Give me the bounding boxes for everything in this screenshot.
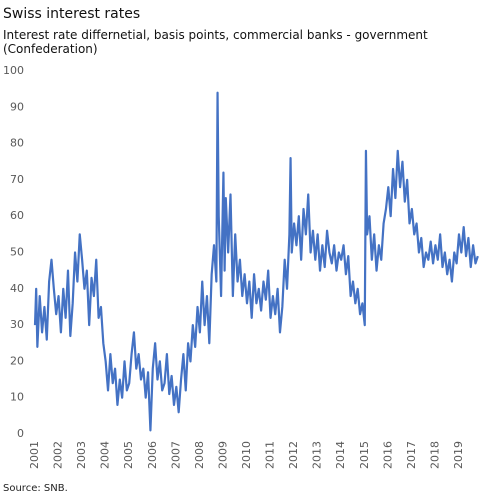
x-tick-label: 2010 [240, 441, 253, 469]
x-tick-label: 2003 [75, 441, 88, 469]
x-tick-label: 2006 [146, 441, 159, 469]
y-tick-label: 10 [10, 391, 24, 404]
x-tick-label: 2001 [28, 441, 41, 469]
x-tick-label: 2005 [122, 441, 135, 469]
source-note: Source: SNB. [3, 483, 68, 494]
x-tick-label: 2008 [193, 441, 206, 469]
x-tick-label: 2012 [287, 441, 300, 469]
x-tick-label: 2017 [405, 441, 418, 469]
y-tick-label: 60 [10, 209, 24, 222]
x-tick-label: 2009 [216, 441, 229, 469]
x-tick-label: 2016 [381, 441, 394, 469]
x-tick-label: 2002 [52, 441, 65, 469]
y-tick-label: 30 [10, 318, 24, 331]
y-tick-label: 20 [10, 354, 24, 367]
y-tick-label: 90 [10, 100, 24, 113]
chart-title: Swiss interest rates [3, 6, 141, 22]
y-tick-label: 0 [17, 427, 24, 440]
y-tick-label: 70 [10, 173, 24, 186]
chart-subtitle: Interest rate differnetial, basis points… [3, 28, 428, 56]
y-tick-label: 80 [10, 137, 24, 150]
y-tick-label: 50 [10, 246, 24, 259]
x-tick-label: 2018 [428, 441, 441, 469]
x-tick-label: 2011 [264, 441, 277, 469]
x-tick-label: 2019 [452, 441, 465, 469]
x-tick-label: 2007 [169, 441, 182, 469]
x-tick-label: 2013 [311, 441, 324, 469]
data-line [33, 91, 479, 432]
x-tick-label: 2014 [334, 441, 347, 469]
x-tick-label: 2004 [99, 441, 112, 469]
x-tick-label: 2015 [358, 441, 371, 469]
y-tick-label: 40 [10, 282, 24, 295]
y-tick-label: 100 [3, 64, 24, 77]
